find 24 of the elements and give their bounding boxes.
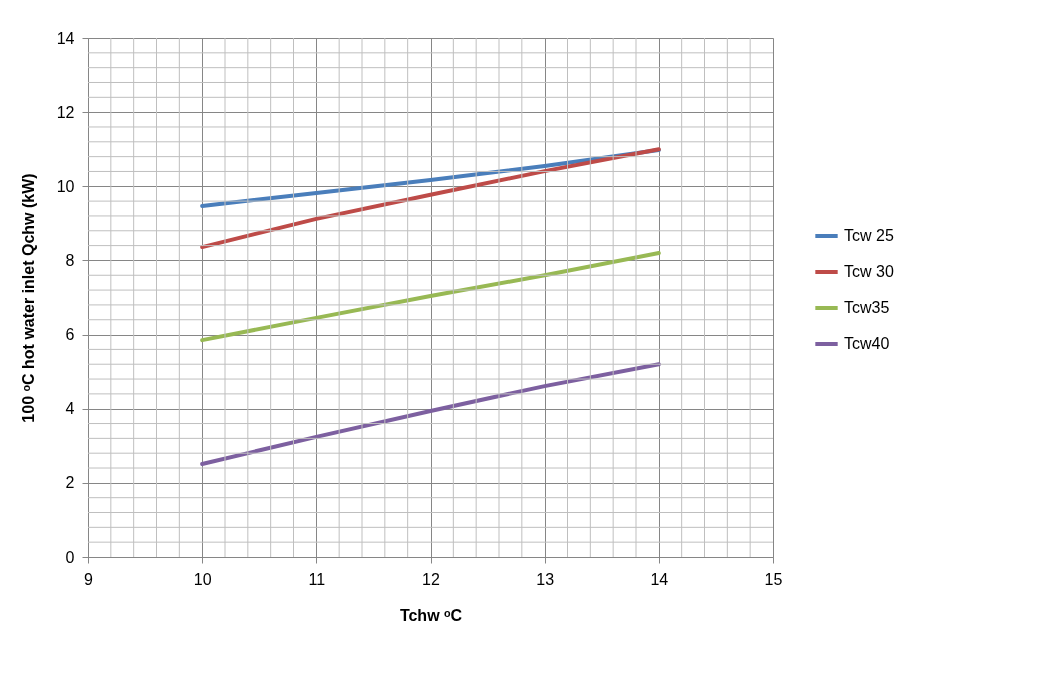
y-axis-title: 100 ᵒC hot water inlet Qchw (kW) <box>19 173 37 423</box>
y-tick-label: 6 <box>65 326 75 344</box>
y-tick-label: 14 <box>56 29 75 47</box>
x-tick-label: 11 <box>308 570 326 588</box>
x-tick-label: 14 <box>650 570 669 588</box>
x-tick-label: 15 <box>764 570 783 588</box>
x-tick-label: 13 <box>536 570 555 588</box>
y-tick-label: 0 <box>65 548 75 566</box>
y-tick-label: 10 <box>56 177 75 195</box>
x-axis-title: Tchw ᵒC <box>399 606 463 624</box>
legend-label: Tcw 30 <box>844 263 894 280</box>
y-tick-label: 12 <box>56 103 75 121</box>
y-tick-label: 2 <box>65 474 75 492</box>
x-tick-label: 9 <box>84 570 94 588</box>
line-series <box>200 251 661 343</box>
legend-label: Tcw40 <box>844 335 890 352</box>
x-tick-label: 10 <box>193 570 212 588</box>
legend-label: Tcw 25 <box>844 227 894 244</box>
line-series <box>200 362 661 466</box>
x-tick-label: 12 <box>422 570 440 588</box>
legend-label: Tcw35 <box>844 299 890 316</box>
y-tick-label: 8 <box>65 251 75 269</box>
y-tick-label: 4 <box>65 400 75 418</box>
line-series <box>200 147 661 250</box>
